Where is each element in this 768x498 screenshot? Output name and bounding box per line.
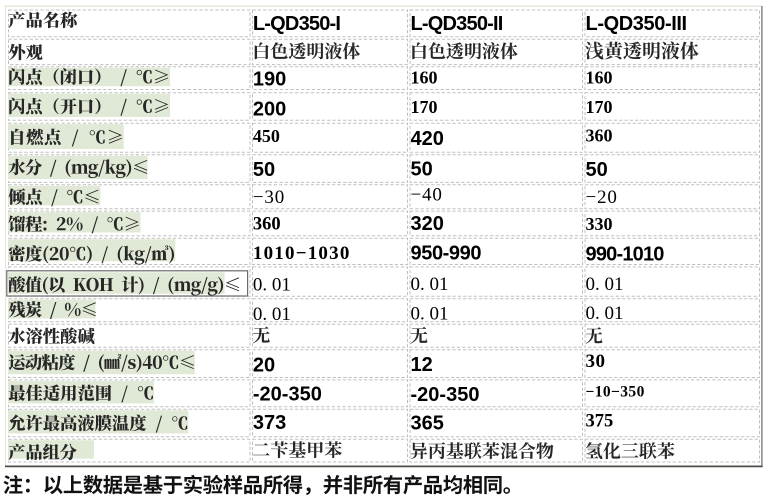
svg-text:160: 160: [411, 67, 438, 87]
svg-text:0. 01: 0. 01: [253, 304, 291, 325]
svg-text:200: 200: [253, 98, 286, 120]
svg-text:990-1010: 990-1010: [586, 243, 665, 265]
svg-text:50: 50: [586, 159, 608, 181]
svg-text:0. 01: 0. 01: [586, 303, 624, 324]
svg-text:−10−350: −10−350: [586, 383, 645, 400]
svg-text:12: 12: [411, 354, 433, 376]
svg-text:-20-350: -20-350: [411, 384, 480, 406]
svg-text:20: 20: [253, 354, 275, 376]
svg-text:L-QD350-III: L-QD350-III: [586, 13, 687, 35]
svg-text:950-990: 950-990: [411, 243, 482, 265]
svg-text:30: 30: [586, 351, 606, 372]
svg-text:50: 50: [411, 159, 433, 181]
svg-text:0. 01: 0. 01: [411, 304, 449, 325]
svg-text:330: 330: [586, 214, 613, 234]
svg-text:−30: −30: [253, 187, 285, 208]
svg-text:50: 50: [253, 159, 275, 181]
svg-text:160: 160: [586, 67, 613, 87]
svg-text:0. 01: 0. 01: [586, 274, 624, 295]
svg-text:−20: −20: [586, 187, 618, 208]
svg-text:190: 190: [253, 68, 286, 90]
svg-text:360: 360: [253, 214, 281, 234]
svg-text:375: 375: [586, 412, 614, 432]
svg-text:L-QD350-I: L-QD350-I: [253, 13, 341, 35]
svg-text:170: 170: [586, 97, 613, 117]
svg-text:373: 373: [253, 412, 286, 434]
svg-text:-20-350: -20-350: [253, 384, 322, 406]
svg-text:360: 360: [586, 125, 613, 145]
svg-text:1010−1030: 1010−1030: [253, 243, 351, 264]
svg-text:420: 420: [411, 128, 444, 150]
svg-text:0. 01: 0. 01: [411, 274, 449, 295]
svg-text:−40: −40: [411, 184, 443, 205]
svg-text:365: 365: [411, 413, 444, 435]
svg-text:L-QD350-II: L-QD350-II: [411, 13, 503, 35]
svg-text:450: 450: [253, 126, 280, 146]
svg-text:0. 01: 0. 01: [253, 274, 291, 295]
svg-text:170: 170: [411, 97, 438, 117]
svg-text:320: 320: [411, 213, 444, 235]
